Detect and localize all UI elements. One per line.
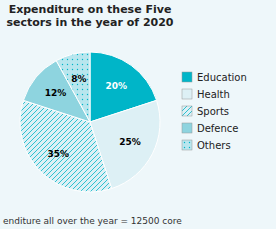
legend-swatch [182, 72, 192, 82]
legend-label: Education [197, 72, 247, 83]
legend-label: Others [197, 140, 231, 151]
pie [20, 52, 160, 192]
background [0, 0, 276, 229]
title: Expenditure on these Fivesectors in the … [6, 3, 173, 29]
chart: Expenditure on these Fivesectors in the … [0, 0, 276, 229]
legend-label: Defence [197, 123, 239, 134]
data-label: 20% [106, 81, 128, 91]
data-label: 8% [71, 74, 86, 84]
data-label: 35% [48, 149, 70, 159]
title-line: sectors in the year of 2020 [6, 16, 173, 29]
legend-swatch [182, 140, 192, 150]
title-line: Expenditure on these Five [9, 3, 172, 16]
data-label: 12% [45, 88, 67, 98]
legend-swatch [182, 89, 192, 99]
legend-item: Others [182, 140, 231, 151]
legend-label: Health [197, 89, 230, 100]
legend-swatch [182, 123, 192, 133]
legend-swatch [182, 106, 192, 116]
data-label: 25% [119, 137, 141, 147]
legend-item: Sports [182, 106, 229, 117]
legend-item: Health [182, 89, 230, 100]
legend-item: Education [182, 72, 247, 83]
legend: Education Health Sports Defence Others [182, 72, 247, 151]
legend-label: Sports [197, 106, 229, 117]
data-labels: 20% 25% 35% 12% 8% [45, 74, 141, 159]
subtitle: enditure all over the year = 12500 core [3, 216, 182, 226]
legend-item: Defence [182, 123, 239, 134]
slice [56, 52, 90, 122]
